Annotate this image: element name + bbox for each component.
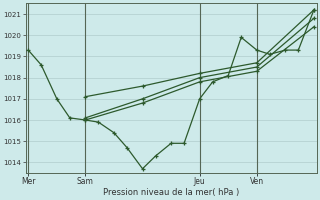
X-axis label: Pression niveau de la mer( hPa ): Pression niveau de la mer( hPa ) [103,188,239,197]
